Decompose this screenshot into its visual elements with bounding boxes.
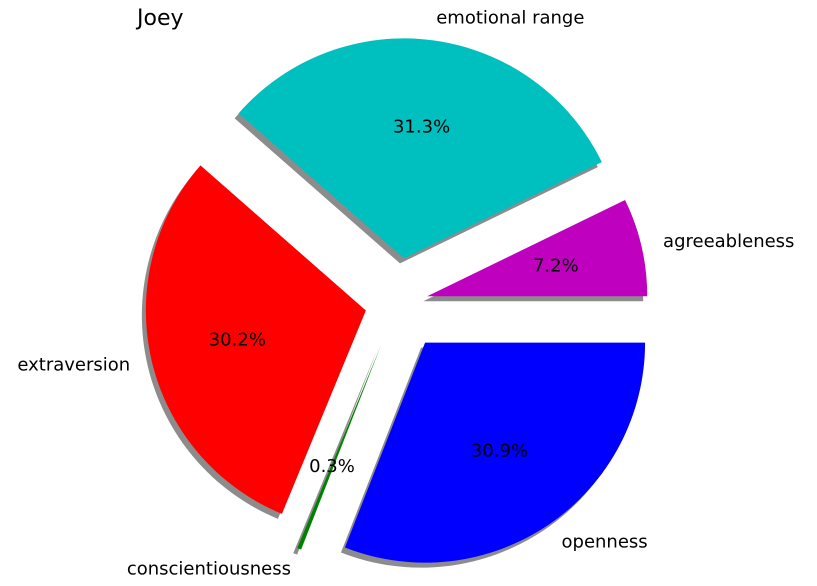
- value-label: 0.3%: [309, 456, 355, 477]
- slice-label: extraversion: [17, 355, 130, 376]
- value-label: 30.9%: [471, 441, 528, 462]
- slice-label: emotional range: [436, 8, 584, 29]
- slice: [344, 342, 646, 563]
- slice: [297, 344, 382, 550]
- slice: [238, 38, 602, 259]
- slice-label: agreeableness: [663, 231, 794, 252]
- slice-label: conscientiousness: [127, 558, 291, 579]
- chart-title: Joey: [135, 6, 184, 31]
- value-label: 7.2%: [533, 256, 579, 277]
- value-label: 30.2%: [209, 330, 266, 351]
- slice-label: openness: [562, 531, 648, 552]
- value-label: 31.3%: [393, 117, 450, 138]
- slice: [427, 200, 648, 297]
- slice: [145, 165, 366, 514]
- slice-shadow: [293, 349, 378, 555]
